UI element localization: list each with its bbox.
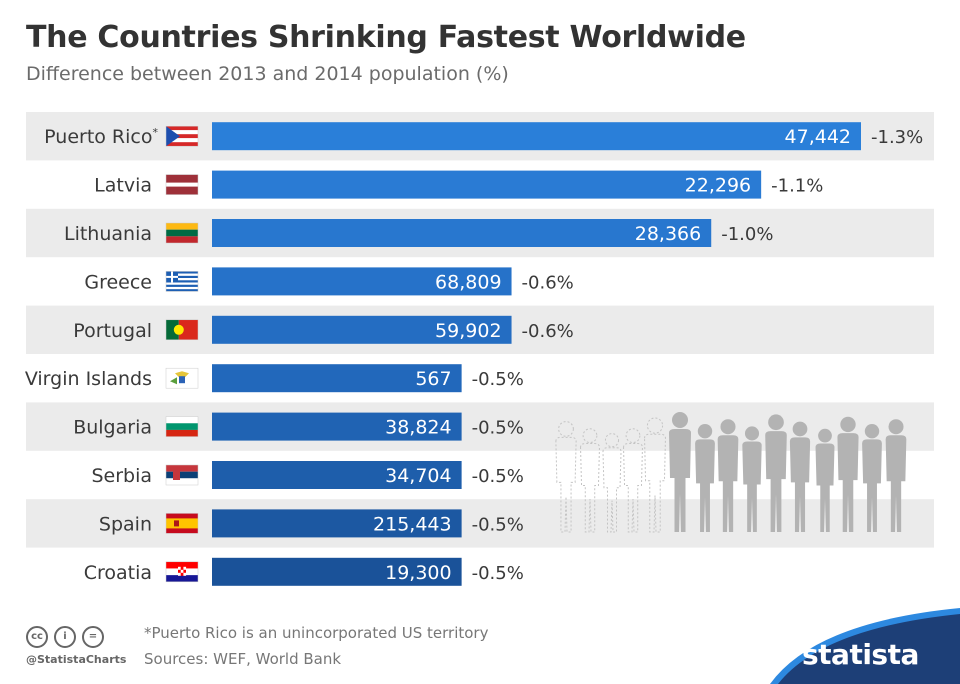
population-loss-label: 34,704: [385, 465, 451, 487]
latvia-flag-icon: [165, 174, 199, 195]
bulgaria-flag-icon: [165, 416, 199, 437]
category-label: Croatia: [84, 562, 152, 584]
percent-change-label: -0.5%: [472, 563, 524, 584]
category-label: Bulgaria: [73, 417, 152, 439]
bar: [212, 461, 462, 489]
percent-change-label: -1.0%: [721, 224, 773, 245]
bar: [212, 509, 462, 538]
population-loss-label: 215,443: [373, 513, 452, 535]
bar: [212, 267, 512, 296]
puerto-rico-flag-icon: [165, 125, 199, 147]
greece-flag-icon: [165, 271, 199, 292]
spain-flag-icon: [165, 513, 199, 534]
footnote: *Puerto Rico is an unincorporated US ter…: [144, 624, 489, 642]
category-label: Lithuania: [64, 223, 152, 245]
portugal-flag-icon: [165, 319, 199, 341]
bar: [212, 315, 512, 344]
bar: [212, 122, 861, 151]
statista-logo[interactable]: statista: [802, 638, 919, 671]
category-label: Serbia: [91, 465, 152, 487]
bar: [212, 364, 462, 393]
bar: [212, 170, 762, 199]
crowd-silhouette-icon: [555, 412, 907, 533]
percent-change-label: -1.3%: [871, 127, 923, 148]
lithuania-flag-icon: [165, 222, 199, 244]
virgin-islands-flag-icon: [165, 367, 199, 389]
category-label: Greece: [84, 271, 152, 293]
statista-handle[interactable]: @StatistaCharts: [26, 653, 127, 666]
percent-change-label: -0.5%: [472, 418, 524, 439]
population-loss-label: 567: [415, 368, 451, 390]
croatia-flag-icon: [165, 561, 199, 583]
population-loss-label: 19,300: [385, 562, 451, 584]
category-label: Virgin Islands: [25, 368, 152, 390]
bar: [212, 219, 712, 247]
serbia-flag-icon: [165, 464, 199, 486]
bar: [212, 557, 462, 586]
population-loss-label: 59,902: [435, 320, 501, 342]
percent-change-label: -0.6%: [522, 272, 574, 293]
chart-subtitle: Difference between 2013 and 2014 populat…: [26, 63, 509, 85]
attribution-icon: i: [54, 626, 76, 648]
percent-change-label: -0.5%: [472, 514, 524, 535]
percent-change-label: -0.6%: [522, 321, 574, 342]
category-label: Puerto Rico*: [44, 126, 158, 148]
percent-change-label: -0.5%: [472, 369, 524, 390]
creative-commons-icon: cc: [26, 626, 48, 648]
population-loss-label: 28,366: [635, 223, 701, 245]
population-loss-label: 38,824: [385, 417, 451, 439]
population-loss-label: 68,809: [435, 271, 501, 293]
category-label: Spain: [99, 513, 152, 535]
population-loss-label: 47,442: [785, 126, 851, 148]
sources: Sources: WEF, World Bank: [144, 650, 342, 668]
no-derivatives-icon: =: [82, 626, 104, 648]
bar: [212, 412, 462, 441]
category-label: Portugal: [73, 320, 152, 342]
category-label: Latvia: [94, 175, 152, 197]
chart-title: The Countries Shrinking Fastest Worldwid…: [26, 20, 746, 55]
license-icons: cc i =: [26, 624, 110, 648]
percent-change-label: -1.1%: [771, 176, 823, 197]
population-loss-label: 22,296: [685, 175, 751, 197]
percent-change-label: -0.5%: [472, 466, 524, 487]
